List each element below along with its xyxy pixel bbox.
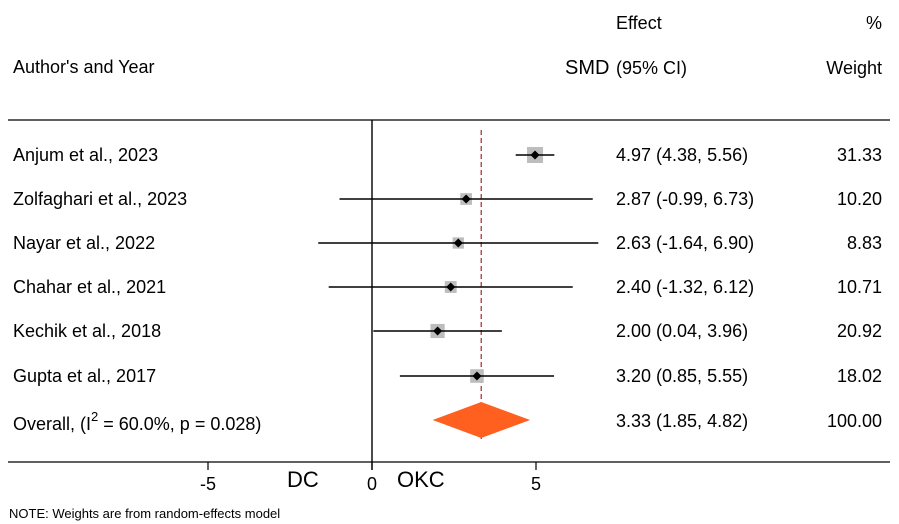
footnote: NOTE: Weights are from random-effects mo… (9, 506, 281, 521)
study-point-estimate (461, 194, 471, 204)
study-label: Nayar et al., 2022 (13, 233, 156, 253)
study-weight: 10.20 (836, 189, 882, 209)
x-axis-tick-label: 5 (531, 474, 541, 494)
overall-label-prefix: Overall, (I (13, 414, 92, 434)
study-label: Kechik et al., 2018 (13, 321, 162, 341)
percent-header: % (865, 13, 882, 33)
study-ci-text: 2.63 (-1.64, 6.90) (616, 233, 755, 253)
study-weight: 10.71 (836, 277, 882, 297)
ci-header: (95% CI) (616, 58, 688, 78)
study-label: Zolfaghari et al., 2023 (13, 189, 188, 209)
study-weight: 20.92 (836, 321, 882, 341)
study-weight: 18.02 (836, 366, 882, 386)
overall-ci: 3.33 (1.85, 4.82) (616, 411, 749, 431)
overall-weight: 100.00 (826, 411, 882, 431)
study-label: Anjum et al., 2023 (13, 145, 159, 165)
study-ci-text: 4.97 (4.38, 5.56) (616, 145, 749, 165)
study-label: Gupta et al., 2017 (13, 366, 157, 386)
study-ci-text: 2.00 (0.04, 3.96) (616, 321, 749, 341)
x-axis-tick-label: 0 (367, 474, 377, 494)
study-label: Chahar et al., 2021 (13, 277, 167, 297)
overall-label-sup: 2 (91, 409, 99, 424)
overall-label: Overall, (I2 = 60.0%, p = 0.028) (13, 409, 262, 434)
weight-header: Weight (826, 58, 882, 78)
study-weight: 8.83 (846, 233, 882, 253)
study-weight: 31.33 (836, 145, 882, 165)
overall-diamond (432, 402, 531, 438)
effect-header: Effect (616, 13, 662, 33)
direction-left-label: DC (287, 467, 319, 492)
study-ci-text: 2.40 (-1.32, 6.12) (616, 277, 755, 297)
overall-label-suffix: = 60.0%, p = 0.028) (98, 414, 262, 434)
study-ci-text: 3.20 (0.85, 5.55) (616, 366, 749, 386)
x-axis-tick-label: -5 (200, 474, 216, 494)
study-ci-text: 2.87 (-0.99, 6.73) (616, 189, 755, 209)
author-year-header: Author's and Year (13, 57, 155, 77)
direction-right-label: OKC (397, 467, 445, 492)
smd-header: SMD (565, 57, 610, 79)
